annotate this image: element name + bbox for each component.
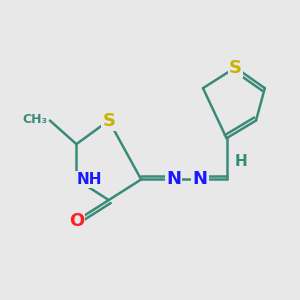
Text: O: O	[69, 212, 84, 230]
Text: H: H	[235, 154, 248, 169]
Text: S: S	[102, 112, 115, 130]
Text: S: S	[229, 58, 242, 76]
Text: N: N	[166, 170, 181, 188]
Text: N: N	[193, 170, 208, 188]
Text: CH₃: CH₃	[22, 112, 47, 126]
Text: NH: NH	[76, 172, 102, 187]
